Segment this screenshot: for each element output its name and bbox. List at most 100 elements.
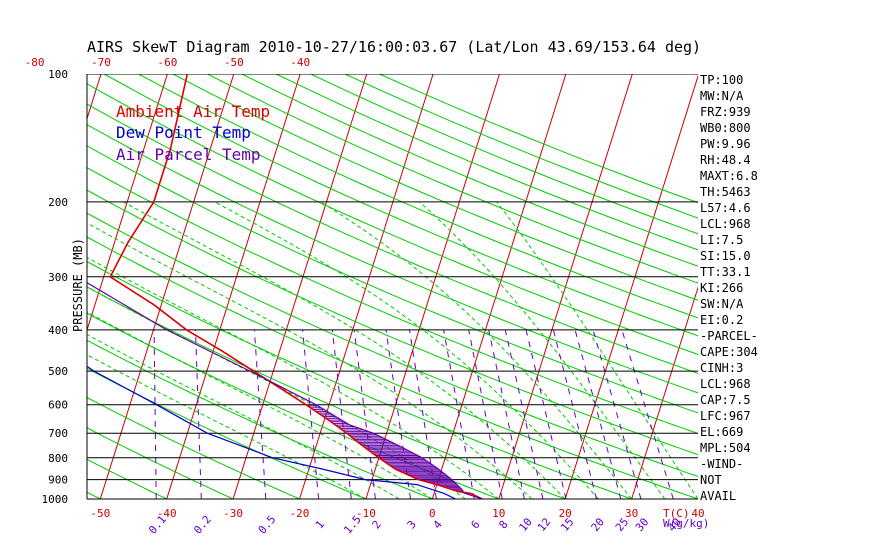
unit-tc-label: T(C) <box>663 507 690 520</box>
top-temperature-ticks: -120-110-100-90-80-70-60-50-40 <box>25 56 310 69</box>
dry-adiabat-line <box>241 74 698 267</box>
legend-air-parcel-temp: Air Parcel Temp <box>116 145 261 164</box>
mixing-ratio-label: 6 <box>469 518 483 531</box>
mixing-ratio-label: 2 <box>370 518 384 531</box>
dry-adiabat-line <box>344 74 698 219</box>
dry-adiabat-line <box>87 124 698 394</box>
dry-adiabat-line <box>87 427 234 499</box>
dry-adiabat-line <box>87 458 167 499</box>
index-label: NOT <box>700 473 722 487</box>
mixing-ratio-label: 0.2 <box>191 513 214 537</box>
index-label: CINH:3 <box>700 361 743 375</box>
bottom-temperature-ticks: -50 -40 -30 -20 -10 0 10 20 30 40 <box>90 507 704 520</box>
pressure-tick-label: 500 <box>48 365 68 378</box>
pressure-tick-label: 400 <box>48 324 68 337</box>
index-label: MAXT:6.8 <box>700 169 758 183</box>
mixing-ratio-line <box>195 329 202 499</box>
ambient-air-temp-line <box>109 74 483 499</box>
index-label: CAP:7.5 <box>700 393 751 407</box>
index-label: SI:15.0 <box>700 249 751 263</box>
index-label: PW:9.96 <box>700 137 751 151</box>
mixing-ratio-line <box>552 329 597 499</box>
pressure-tick-label: 1000 <box>42 493 69 506</box>
mixing-ratio-line <box>574 329 622 499</box>
mixing-ratio-line <box>253 329 267 499</box>
index-label: -PARCEL- <box>700 329 758 343</box>
moist-adiabat-line <box>87 256 500 499</box>
mixing-ratio-line <box>592 329 642 499</box>
unit-mixing-label: W(g/kg) <box>663 517 709 530</box>
stability-indices: TP:100 MW:N/A FRZ:939 WB0:800 PW:9.96 RH:48.4… <box>700 73 758 503</box>
pressure-tick-label: 300 <box>48 271 68 284</box>
index-label: MPL:504 <box>700 441 751 455</box>
isotherm-line <box>764 74 870 499</box>
index-label: FRZ:939 <box>700 105 751 119</box>
top-tick-label: -40 <box>290 56 310 69</box>
index-label: CAPE:304 <box>700 345 758 359</box>
index-label: TP:100 <box>700 73 743 87</box>
pressure-tick-label: 100 <box>48 68 68 81</box>
top-tick-label: -50 <box>224 56 244 69</box>
dry-adiabat-line <box>87 286 566 499</box>
bottom-tick-label: 20 <box>559 507 572 520</box>
index-label: KI:266 <box>700 281 743 295</box>
pressure-tick-label: 800 <box>48 452 68 465</box>
dry-adiabat-line <box>87 260 632 499</box>
isotherm-line <box>564 74 698 499</box>
index-label: TT:33.1 <box>700 265 751 279</box>
dry-adiabat-line <box>87 145 698 414</box>
bottom-tick-label: 0 <box>429 507 436 520</box>
bottom-tick-label: 10 <box>492 507 505 520</box>
pressure-tick-label: 200 <box>48 196 68 209</box>
index-label: RH:48.4 <box>700 153 751 167</box>
dry-adiabat-line <box>207 74 698 284</box>
mixing-ratio-line <box>385 329 411 499</box>
dew-point-temp-line <box>87 365 456 499</box>
dry-adiabat-line <box>87 167 698 435</box>
top-tick-label: -60 <box>157 56 177 69</box>
dry-adiabat-line <box>172 74 698 301</box>
index-label: EL:669 <box>700 425 743 439</box>
mixing-ratio-label: 20 <box>589 515 607 534</box>
index-label: -WIND- <box>700 457 743 471</box>
mixing-ratio-line <box>331 329 352 499</box>
mixing-ratio-label: 12 <box>535 515 553 534</box>
bottom-tick-label: -10 <box>356 507 376 520</box>
mixing-ratio-line <box>153 329 157 499</box>
pressure-ticks: 100 200 300 400 500 600 700 800 900 1000 <box>42 68 69 506</box>
dry-adiabat-line <box>138 74 698 319</box>
mixing-ratio-line <box>488 329 525 499</box>
index-label: EI:0.2 <box>700 313 743 327</box>
top-tick-label: -70 <box>91 56 111 69</box>
profiles <box>87 74 483 499</box>
air-parcel-temp-line <box>87 281 483 499</box>
isotherm-line <box>0 74 35 499</box>
bottom-tick-label: -50 <box>90 507 110 520</box>
mixing-ratio-label: 4 <box>431 518 445 532</box>
mixing-ratio-label: 3 <box>405 518 419 531</box>
mixing-ratio-label: 8 <box>496 518 510 531</box>
index-label: L57:4.6 <box>700 201 751 215</box>
index-label: SW:N/A <box>700 297 744 311</box>
dry-adiabat-line <box>103 74 698 337</box>
moist-adiabat-line <box>123 201 566 499</box>
grid-lines <box>0 74 870 499</box>
dry-adiabat-line <box>310 74 698 235</box>
isotherm-line <box>431 74 567 499</box>
chart-title: AIRS SkewT Diagram 2010-10-27/16:00:03.6… <box>87 38 701 56</box>
bottom-tick-label: -30 <box>223 507 243 520</box>
dry-adiabat-line <box>87 339 433 499</box>
mixing-ratio-line <box>409 329 437 499</box>
dry-adiabat-line <box>87 396 300 499</box>
isotherm-line <box>365 74 500 499</box>
pressure-tick-label: 900 <box>48 474 68 487</box>
isotherm-line <box>631 285 698 499</box>
isotherm-line <box>99 74 235 499</box>
pressure-tick-label: 700 <box>48 427 68 440</box>
bottom-tick-label: 40 <box>691 507 704 520</box>
y-axis-label: PRESSURE (MB) <box>71 238 85 332</box>
bottom-tick-label: -40 <box>157 507 177 520</box>
isotherm-line <box>299 74 434 499</box>
index-label: LI:7.5 <box>700 233 743 247</box>
